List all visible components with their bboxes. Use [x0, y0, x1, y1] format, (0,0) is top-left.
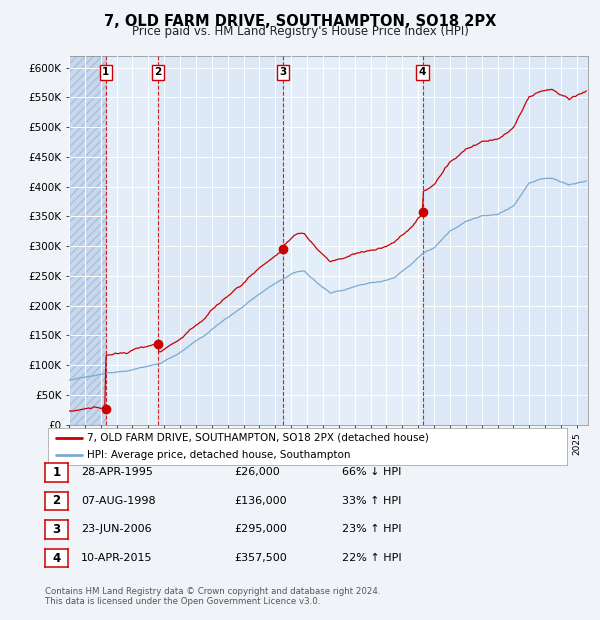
Bar: [69, 56, 106, 425]
Bar: [158, 56, 283, 425]
Text: £136,000: £136,000: [234, 496, 287, 506]
Text: £26,000: £26,000: [234, 467, 280, 477]
Text: 2: 2: [52, 495, 61, 507]
Text: 2: 2: [154, 68, 161, 78]
Bar: [69, 56, 106, 425]
Bar: [283, 56, 422, 425]
Text: 28-APR-1995: 28-APR-1995: [81, 467, 153, 477]
Text: 7, OLD FARM DRIVE, SOUTHAMPTON, SO18 2PX (detached house): 7, OLD FARM DRIVE, SOUTHAMPTON, SO18 2PX…: [87, 433, 429, 443]
Text: HPI: Average price, detached house, Southampton: HPI: Average price, detached house, Sout…: [87, 450, 350, 460]
Bar: [422, 56, 588, 425]
Text: 4: 4: [419, 68, 427, 78]
Text: 3: 3: [52, 523, 61, 536]
Text: 33% ↑ HPI: 33% ↑ HPI: [342, 496, 401, 506]
Text: 4: 4: [52, 552, 61, 564]
Text: Price paid vs. HM Land Registry's House Price Index (HPI): Price paid vs. HM Land Registry's House …: [131, 25, 469, 38]
Text: 07-AUG-1998: 07-AUG-1998: [81, 496, 155, 506]
Text: 10-APR-2015: 10-APR-2015: [81, 553, 152, 563]
Text: 3: 3: [280, 68, 287, 78]
Text: £295,000: £295,000: [234, 525, 287, 534]
Text: 23% ↑ HPI: 23% ↑ HPI: [342, 525, 401, 534]
Text: 1: 1: [52, 466, 61, 479]
Text: 1: 1: [102, 68, 109, 78]
Text: £357,500: £357,500: [234, 553, 287, 563]
Text: 66% ↓ HPI: 66% ↓ HPI: [342, 467, 401, 477]
Text: 22% ↑ HPI: 22% ↑ HPI: [342, 553, 401, 563]
Bar: [106, 56, 158, 425]
Text: Contains HM Land Registry data © Crown copyright and database right 2024.
This d: Contains HM Land Registry data © Crown c…: [45, 587, 380, 606]
Text: 23-JUN-2006: 23-JUN-2006: [81, 525, 152, 534]
Text: 7, OLD FARM DRIVE, SOUTHAMPTON, SO18 2PX: 7, OLD FARM DRIVE, SOUTHAMPTON, SO18 2PX: [104, 14, 496, 29]
